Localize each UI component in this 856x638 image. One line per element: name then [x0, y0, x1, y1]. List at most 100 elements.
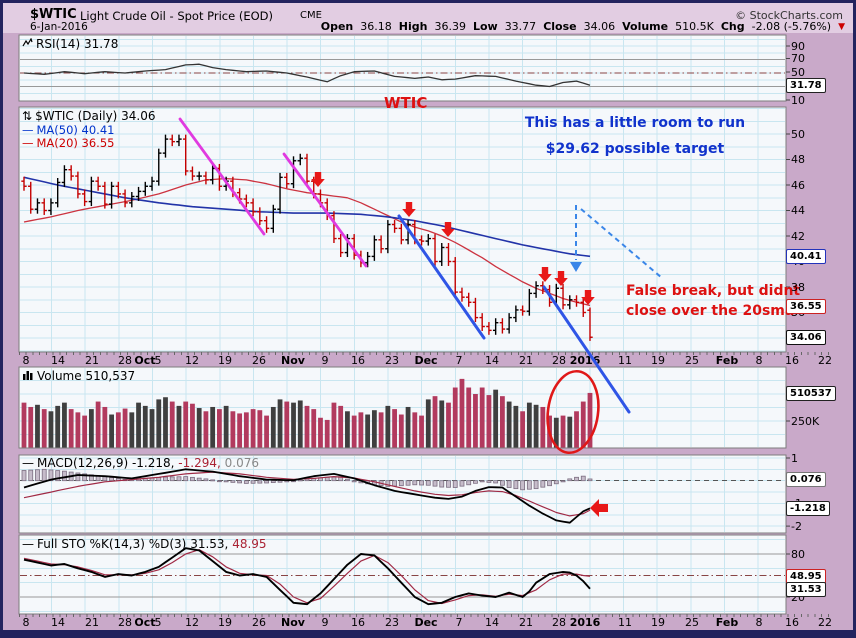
mid-date-label: 9 — [321, 354, 329, 367]
bottom-date-label: 21 — [519, 616, 533, 629]
mid-date-axis-ticks — [19, 352, 830, 355]
sto-k-value: 31.53, — [190, 537, 229, 551]
quote-label: Open — [320, 20, 354, 33]
mid-date-label: Nov — [281, 354, 305, 367]
bottom-date-label: 8 — [755, 616, 763, 629]
bottom-date-label: 16 — [351, 616, 365, 629]
price-title: $WTIC (Daily) 34.06 — [35, 109, 156, 123]
quote-label: High — [398, 20, 428, 33]
macd-axis-label: -2 — [791, 519, 802, 533]
quote-value: -2.08 (-5.76%) — [751, 20, 832, 33]
mid-date-label: 21 — [85, 354, 99, 367]
price-axis-callout: 34.06 — [786, 330, 826, 346]
macd-legend: — MACD(12,26,9) -1.218, -1.294, 0.076 — [22, 456, 259, 470]
quote-value: 36.39 — [434, 20, 466, 33]
annotation-falsebreak-line1: False break, but didnt — [626, 283, 801, 299]
rsi-value: 31.78 — [83, 37, 119, 51]
ma20-legend: — MA(20) 36.55 — [22, 136, 114, 150]
macd-hist-value: 0.076 — [224, 456, 259, 470]
bottom-date-label: 12 — [185, 616, 199, 629]
volume-bars-icon — [22, 369, 34, 383]
sto-line-icon: — — [22, 537, 34, 551]
volume-label: Volume — [37, 369, 82, 383]
price-axis-label: 44 — [791, 204, 805, 217]
sto-axis-label: 80 — [791, 547, 805, 561]
mid-date-label: 25 — [685, 354, 699, 367]
exchange-label: CME — [300, 10, 322, 21]
instrument-title: Light Crude Oil - Spot Price (EOD) — [80, 9, 273, 23]
bottom-date-label: 7 — [455, 616, 463, 629]
macd-label: MACD(12,26,9) — [37, 456, 129, 470]
mid-date-label: 7 — [455, 354, 463, 367]
rsi-icon — [22, 37, 33, 51]
mid-date-label: 12 — [185, 354, 199, 367]
bottom-date-label: Oct — [134, 616, 156, 629]
macd-value: -1.218, — [131, 456, 175, 470]
bottom-date-label: 2016 — [569, 616, 601, 629]
mid-date-label: 19 — [651, 354, 665, 367]
price-arrows-icon: ⇅ — [22, 109, 33, 123]
macd-signal-value: -1.294, — [178, 456, 221, 470]
bottom-date-label: 28 — [552, 616, 566, 629]
price-axis-label: 48 — [791, 153, 805, 166]
bottom-date-label: 8 — [22, 616, 30, 629]
mid-date-label: 8 — [22, 354, 30, 367]
bottom-date-label: Feb — [715, 616, 739, 629]
bottom-date-label: Dec — [414, 616, 438, 629]
bottom-date-label: 5 — [154, 616, 162, 629]
price-axis-label: 42 — [791, 229, 805, 243]
mid-date-label: 11 — [618, 354, 632, 367]
price-axis-callout: 36.55 — [786, 298, 826, 314]
bottom-date-label: 28 — [118, 616, 132, 629]
ticker-symbol: $WTIC — [30, 7, 77, 22]
bottom-date-label: 9 — [321, 616, 329, 629]
mid-date-label: 26 — [252, 354, 266, 367]
quote-value: 510.5K — [675, 20, 714, 33]
mid-date-label: 16 — [785, 354, 799, 367]
ma20-label: MA(20) 36.55 — [36, 136, 115, 150]
quote-label: Volume — [622, 20, 669, 33]
mid-date-label: Dec — [414, 354, 438, 367]
rsi-axis-label: 70 — [791, 52, 805, 65]
mid-date-label: 2016 — [569, 354, 601, 367]
bottom-date-label: 14 — [51, 616, 65, 629]
chart-header: $WTIC Light Crude Oil - Spot Price (EOD)… — [3, 3, 853, 33]
bottom-date-axis-ticks — [19, 614, 830, 617]
bottom-date-label: 21 — [85, 616, 99, 629]
bottom-date-label: 25 — [685, 616, 699, 629]
ma20-line-icon: — — [22, 136, 34, 150]
price-legend-title: ⇅ $WTIC (Daily) 34.06 — [22, 109, 156, 123]
macd-axis-callout: -1.218 — [786, 501, 830, 517]
price-axis-label: 46 — [791, 178, 805, 192]
ma50-legend: — MA(50) 40.41 — [22, 123, 114, 137]
rsi-axis-callout: 31.78 — [786, 78, 826, 94]
annotation-room-line2: $29.62 possible target — [545, 141, 725, 157]
rsi-label: RSI(14) — [36, 37, 81, 51]
volume-value: 510,537 — [85, 369, 136, 383]
quote-date: 6-Jan-2016 — [30, 21, 88, 33]
macd-axis-callout: 0.076 — [786, 472, 826, 487]
price-axis-label: 38 — [791, 280, 805, 294]
mid-date-label: Oct — [134, 354, 156, 367]
bottom-date-label: 16 — [785, 616, 799, 629]
sto-d-value: 48.95 — [232, 537, 267, 551]
mid-date-label: 5 — [154, 354, 162, 367]
mid-date-label: 21 — [519, 354, 533, 367]
rsi-legend: RSI(14) 31.78 — [22, 37, 118, 51]
ohlc-quote-row: Open 36.18 High 36.39 Low 33.77 Close 34.06 Volu… — [321, 20, 845, 33]
stockcharts-credit: © StockCharts.com — [735, 9, 843, 22]
mid-date-label: 16 — [351, 354, 365, 367]
bottom-date-label: 26 — [252, 616, 266, 629]
quote-label: Low — [472, 20, 498, 33]
volume-axis-label: 250K — [791, 414, 820, 428]
bottom-date-label: 19 — [218, 616, 232, 629]
price-axis-label: 50 — [791, 127, 805, 141]
mid-date-label: 14 — [485, 354, 499, 367]
annotation-falsebreak-line2: close over the 20sma — [626, 303, 795, 319]
rsi-axis-label: 50 — [791, 65, 805, 79]
bottom-date-label: 19 — [651, 616, 665, 629]
sto-label: Full STO %K(14,3) %D(3) — [37, 537, 187, 551]
bottom-date-label: 23 — [385, 616, 399, 629]
mid-date-label: 28 — [552, 354, 566, 367]
